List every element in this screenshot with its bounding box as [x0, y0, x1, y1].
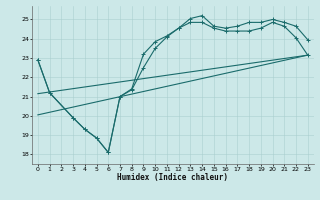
X-axis label: Humidex (Indice chaleur): Humidex (Indice chaleur) [117, 173, 228, 182]
